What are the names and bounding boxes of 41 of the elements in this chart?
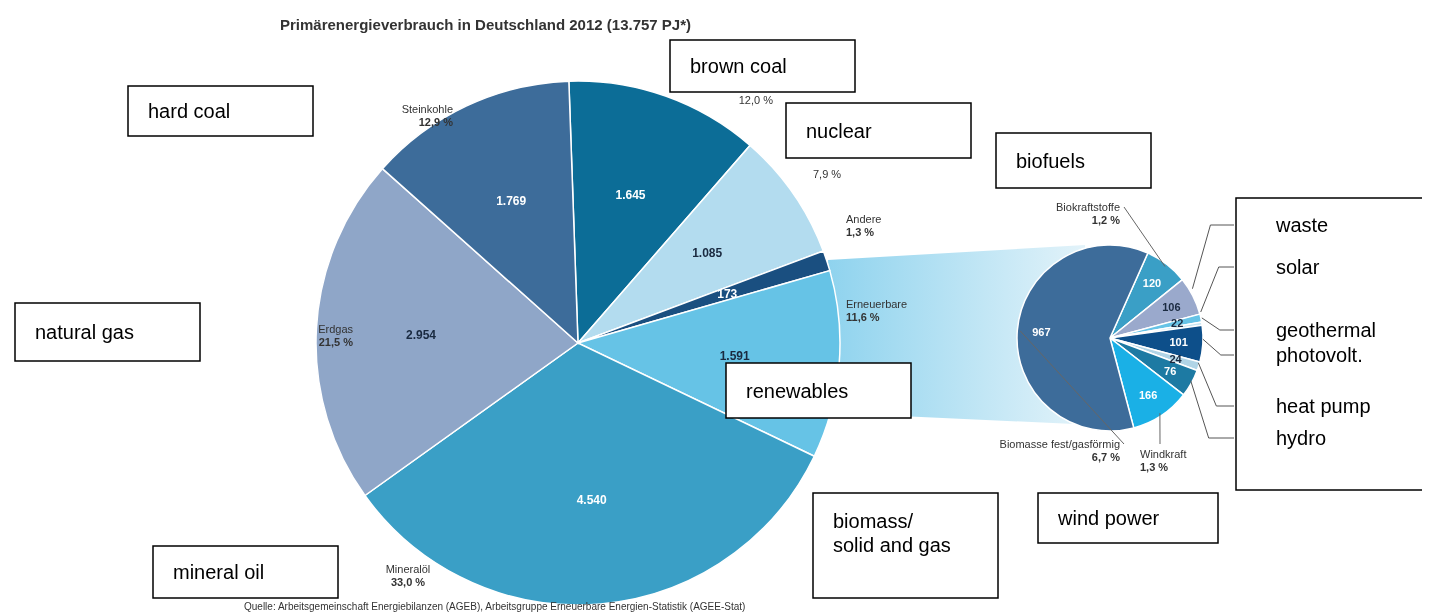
slice-label: Biomasse fest/gasförmig 6,7 % [999,438,1121,464]
data-label: 101 [1169,336,1188,349]
source-note: Quelle: Arbeitsgemeinschaft Energiebilanzen (AGEB), Arbeitsgruppe Erneuerbare Energien-Statistik (AGEE-Stat) [244,601,746,612]
slice-label: Erneuerbare 11,6 % [846,298,908,324]
data-label: 173 [717,286,738,301]
data-label: 24 [1169,352,1183,365]
text: hydro [1276,427,1327,449]
slice-label: Erdgas 21,5 % [318,323,354,349]
text: geothermal [1276,319,1377,341]
text: heat pump [1276,395,1371,417]
text: biofuels [1016,149,1085,172]
data-label: 1.085 [692,246,723,261]
data-label: 2.954 [406,327,437,342]
data-label: 1.645 [615,187,646,202]
text: wind power [1057,507,1160,529]
slice-label: 12,0 % [738,94,774,106]
data-label: 120 [1142,277,1162,290]
slice-label: Steinkohle 12,9 % [401,103,454,129]
text: biomass/ solid and gas [833,510,951,556]
slice-label: Mineralöl 33,0 % [385,563,431,589]
text: brown coal [690,55,787,77]
text: photovolt. [1276,344,1363,366]
data-label: 1.769 [496,193,527,208]
data-label: 166 [1138,389,1158,402]
slice-label: Biokraftstoffe 1,2 % [1056,201,1121,227]
chart-title: Primärenergieverbrauch in Deutschland 2012 (13.757 PJ*) [280,16,692,33]
data-label: 76 [1164,365,1177,378]
text: nuclear [806,119,872,142]
slice-label: 7,9 % [813,168,842,180]
text: waste [1275,214,1329,236]
data-label: 1.591 [719,349,750,364]
slice-label: Andere 1,3 % [846,213,882,239]
text: hard coal [148,100,231,122]
slice-label: Windkraft 1,3 % [1140,448,1187,474]
data-label: 4.540 [576,492,608,507]
data-label: 106 [1162,300,1181,313]
data-label: 967 [1032,326,1051,339]
text: renewables [746,379,849,402]
text: solar [1276,256,1320,278]
text: natural gas [35,321,134,343]
text: mineral oil [173,561,265,583]
